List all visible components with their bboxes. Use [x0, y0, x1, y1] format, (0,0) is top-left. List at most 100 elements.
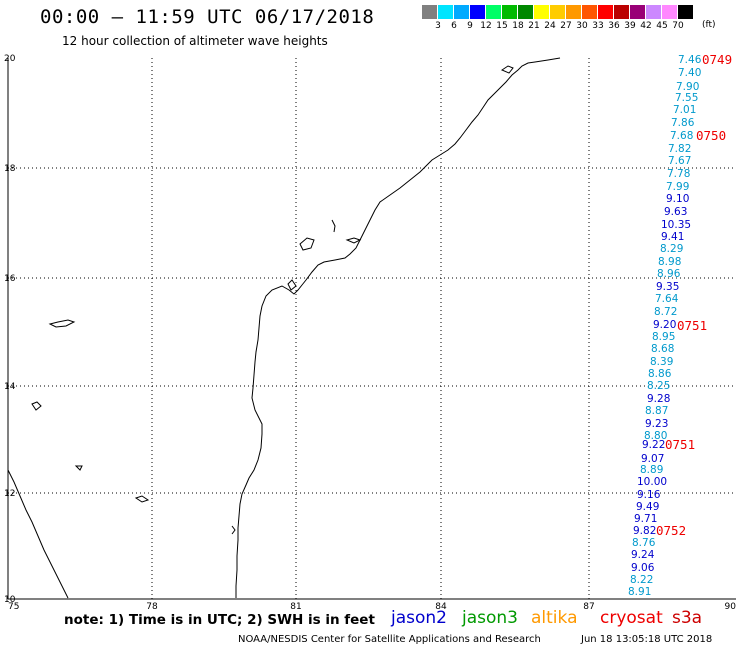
wave-height-value: 8.98 — [658, 256, 681, 268]
legend-label: 12 — [480, 21, 492, 31]
legend-swatch — [630, 5, 646, 19]
island-small-8 — [500, 65, 514, 74]
wave-height-value: 9.71 — [634, 513, 657, 525]
wave-height-value: 7.90 — [676, 81, 699, 93]
island-small-2 — [31, 401, 42, 411]
legend-swatch — [502, 5, 518, 19]
cycle-number-label: 0750 — [696, 128, 726, 143]
satellite-jason2: jason2 — [391, 608, 447, 628]
latitude-label: 18 — [4, 164, 16, 174]
coastline-main — [235, 57, 561, 598]
island-small-10 — [287, 279, 297, 291]
wave-height-value: 8.29 — [660, 243, 683, 255]
legend-label: 36 — [608, 21, 620, 31]
legend-label: 6 — [451, 21, 457, 31]
map-title: 00:00 – 11:59 UTC 06/17/2018 — [40, 6, 375, 28]
satellite-s3a: s3a — [672, 608, 703, 628]
island-small-5 — [299, 237, 315, 251]
legend-label: 9 — [467, 21, 473, 31]
wave-height-value: 8.80 — [644, 430, 667, 442]
legend-label: 39 — [624, 21, 636, 31]
generation-timestamp: Jun 18 13:05:18 UTC 2018 — [581, 634, 713, 645]
satellite-jason3: jason3 — [462, 608, 518, 628]
wave-height-value: 8.96 — [657, 268, 681, 280]
coastline-india — [7, 469, 69, 599]
legend-label: 70 — [672, 21, 684, 31]
wave-height-legend: 3 6 9 12 15 18 21 24 27 30 33 36 39 42 45 70 — [422, 5, 694, 31]
island-small-7 — [331, 219, 336, 233]
coastline — [7, 57, 561, 599]
legend-swatch — [422, 5, 438, 19]
wave-height-value: 8.68 — [651, 343, 674, 355]
island-small-4 — [74, 465, 83, 471]
wave-height-value: 10.00 — [637, 476, 667, 488]
wave-height-value: 9.41 — [661, 231, 684, 243]
latitude-label: 12 — [4, 489, 15, 499]
legend-swatch — [598, 5, 614, 19]
legend-swatch — [614, 5, 630, 19]
wave-height-value: 9.82 — [633, 525, 656, 537]
wave-height-value: 9.24 — [631, 549, 655, 561]
cycle-number-label: 0751 — [677, 318, 707, 333]
wave-height-value: 8.72 — [654, 306, 677, 318]
cycle-number-label: 0752 — [656, 523, 686, 538]
legend-swatch — [582, 5, 598, 19]
wave-height-value: 8.87 — [645, 405, 668, 417]
legend-swatch — [678, 5, 694, 19]
latitude-label: 20 — [4, 54, 16, 64]
wave-height-value: 9.35 — [656, 281, 679, 293]
wave-height-value: 8.25 — [647, 380, 670, 392]
legend-swatch — [486, 5, 502, 19]
wave-height-value: 8.22 — [630, 574, 653, 586]
wave-height-value: 7.01 — [673, 104, 696, 116]
legend-label: 42 — [640, 21, 652, 31]
wave-height-value: 8.86 — [648, 368, 672, 380]
island-small-9 — [231, 525, 236, 535]
cycle-number-label: 0751 — [665, 437, 695, 452]
wave-height-value: 9.20 — [653, 319, 676, 331]
wave-height-value: 8.76 — [632, 537, 656, 549]
legend-swatch — [470, 5, 486, 19]
map-subtitle: 12 hour collection of altimeter wave hei… — [62, 34, 328, 48]
legend-label: 18 — [512, 21, 524, 31]
wave-height-value: 7.55 — [675, 92, 698, 104]
longitude-label: 84 — [435, 602, 447, 612]
satellite-altika: altika — [531, 608, 578, 628]
legend-swatch — [646, 5, 662, 19]
wave-height-value: 7.40 — [678, 67, 701, 79]
legend-swatch — [550, 5, 566, 19]
cycle-labels: 0749 0750 0751 0751 0752 — [656, 52, 732, 538]
legend-swatch — [438, 5, 454, 19]
wave-height-value: 8.91 — [628, 586, 651, 598]
legend-label: 45 — [656, 21, 668, 31]
island-small-3 — [134, 495, 150, 503]
legend-label: 30 — [576, 21, 588, 31]
wave-height-value: 9.22 — [642, 439, 665, 451]
wave-height-value: 9.06 — [631, 562, 655, 574]
wave-height-value: 8.95 — [652, 331, 675, 343]
wave-height-track: 7.467.40 7.907.557.017.867.687.827.677.78… — [628, 54, 702, 598]
longitude-label: 75 — [8, 602, 19, 612]
satellite-cryosat: cryosat — [600, 608, 663, 628]
wave-height-value: 9.49 — [636, 501, 659, 513]
legend-swatch — [454, 5, 470, 19]
wave-height-value: 9.28 — [647, 393, 670, 405]
wave-height-value: 7.99 — [666, 181, 689, 193]
legend-swatch — [566, 5, 582, 19]
latitude-label: 14 — [4, 382, 16, 392]
wave-height-value: 7.82 — [668, 143, 691, 155]
wave-height-value: 9.07 — [641, 453, 664, 465]
legend-unit: (ft) — [702, 20, 716, 30]
latitude-label: 10 — [4, 595, 16, 605]
wave-height-value: 7.64 — [655, 293, 679, 305]
lat-lon-grid — [7, 58, 736, 600]
wave-height-value: 9.63 — [664, 206, 687, 218]
legend-label: 15 — [496, 21, 508, 31]
wave-height-value: 7.86 — [671, 117, 695, 129]
longitude-label: 78 — [146, 602, 158, 612]
longitude-label: 81 — [290, 602, 301, 612]
legend-swatch — [518, 5, 534, 19]
wave-height-value: 8.39 — [650, 356, 673, 368]
wave-height-value: 7.68 — [670, 130, 693, 142]
